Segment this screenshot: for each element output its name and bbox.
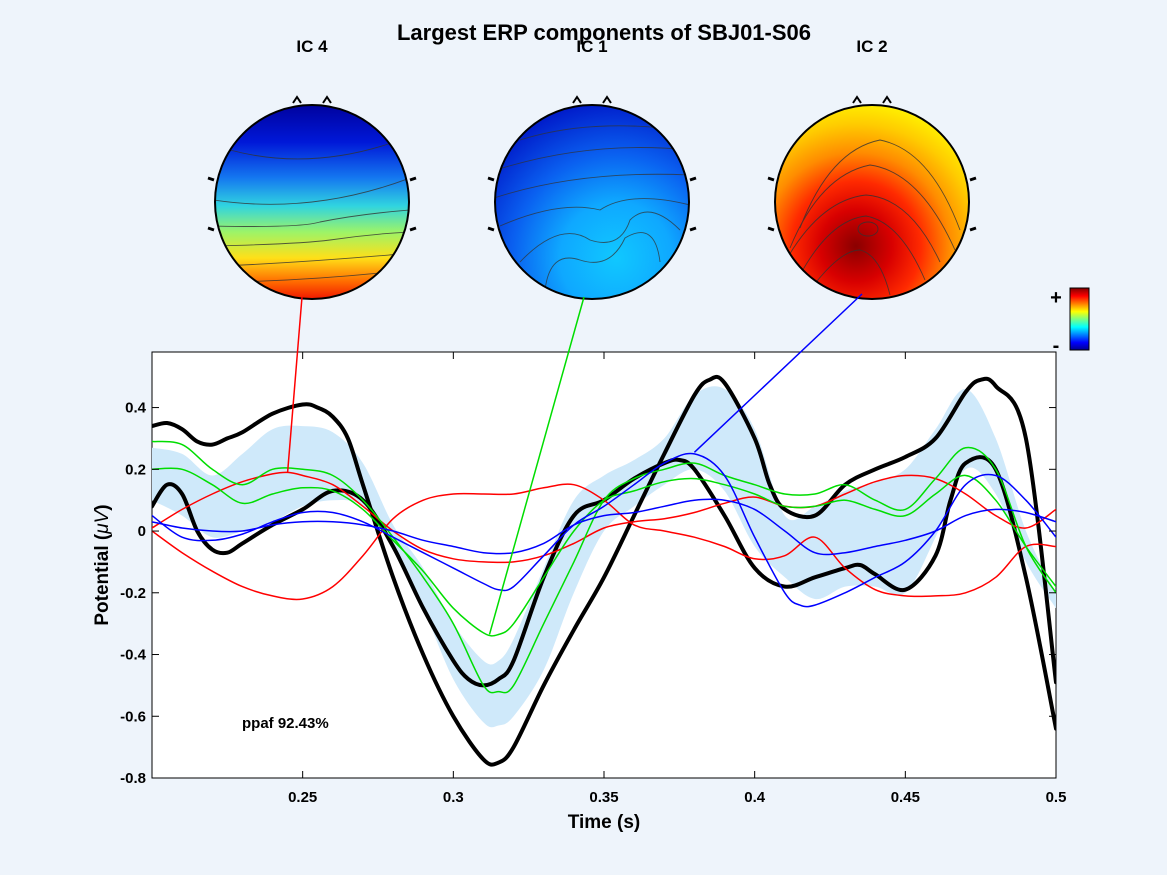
x-axis-label: Time (s) — [568, 812, 641, 833]
component-connectors — [286, 293, 863, 635]
topomap-ic1 — [487, 95, 697, 300]
y-axis-label: Potential (μV) — [92, 504, 113, 625]
y-tick-label: -0.4 — [120, 647, 147, 664]
y-axis-label-unit: μV — [92, 508, 113, 534]
y-tick-label: 0.2 — [125, 461, 146, 478]
envelope-band — [152, 386, 1056, 728]
plot-content — [152, 374, 1056, 767]
x-tick-label: 0.4 — [744, 789, 766, 806]
series-line-0 — [152, 374, 1056, 767]
ppaf-annotation: ppaf 92.43% — [242, 715, 329, 732]
y-tick-label: 0.4 — [125, 400, 147, 417]
connector-line-ic4 — [286, 296, 303, 473]
y-tick-label: -0.2 — [120, 585, 146, 602]
series-line-6 — [152, 452, 1056, 608]
chart-title: Largest ERP components of SBJ01-S06 — [397, 20, 811, 45]
y-tick-label: 0 — [138, 523, 146, 540]
series-line-2 — [152, 471, 1056, 564]
colorbar-minus-label: - — [1053, 335, 1060, 357]
topomap-label-ic4: IC 4 — [296, 37, 328, 56]
x-tick-label: 0.5 — [1046, 789, 1067, 806]
x-tick-label: 0.25 — [288, 789, 317, 806]
topomap-label-ic1: IC 1 — [576, 37, 607, 56]
y-tick-label: -0.6 — [120, 708, 146, 725]
topomap-ic2 — [767, 95, 977, 300]
y-tick-label: -0.8 — [120, 770, 146, 787]
colorbar: + - — [1050, 287, 1090, 357]
series-line-1 — [152, 455, 1056, 731]
topomap-label-ic2: IC 2 — [856, 37, 887, 56]
x-tick-label: 0.3 — [443, 789, 464, 806]
connector-line-ic2 — [693, 293, 863, 453]
series-line-5 — [152, 467, 1056, 637]
x-tick-label: 0.45 — [891, 789, 920, 806]
topomap-ic4 — [207, 95, 417, 300]
y-axis: -0.8 -0.6 -0.4 -0.2 0 0.2 0.4 — [120, 400, 1056, 787]
y-axis-label-text: Potential ( — [92, 533, 113, 626]
colorbar-plus-label: + — [1050, 287, 1062, 309]
x-tick-label: 0.35 — [589, 789, 618, 806]
connector-line-ic1 — [488, 296, 585, 635]
series-line-4 — [152, 440, 1056, 694]
series-line-7 — [152, 498, 1056, 556]
x-axis: 0.25 0.3 0.35 0.4 0.45 0.5 — [288, 352, 1066, 806]
y-axis-label-close: ) — [92, 504, 113, 510]
